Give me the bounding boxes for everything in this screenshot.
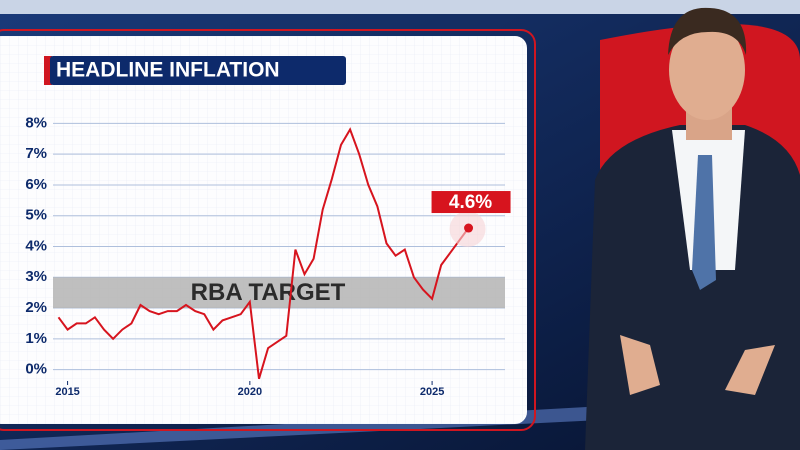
- y-tick-label: 3%: [25, 268, 47, 285]
- presenter: [585, 7, 800, 450]
- graph-paper: [0, 36, 527, 424]
- y-tick-label: 0%: [25, 361, 47, 378]
- y-tick-label: 7%: [25, 145, 47, 162]
- y-tick-label: 5%: [25, 207, 47, 224]
- x-tick-label: 2020: [238, 386, 262, 398]
- y-tick-label: 1%: [25, 330, 47, 347]
- target-band: [53, 277, 505, 309]
- target-label: RBA TARGET: [191, 279, 346, 306]
- title-box: [50, 56, 346, 85]
- plot-area: 0% 1% 2% 3% 4% 5% 6% 7% 8% 2015 2020 2025 RBA TARGET…: [25, 114, 511, 398]
- title-accent: [44, 56, 52, 85]
- inflation-line: [57, 127, 470, 380]
- studio-light-strip: [0, 0, 800, 14]
- chart-title: HEADLINE INFLATION: [56, 59, 280, 82]
- x-tick-label: 2015: [55, 386, 79, 398]
- end-label-box: [431, 191, 511, 214]
- panel-outline: [0, 29, 536, 431]
- y-tick-label: 6%: [25, 176, 47, 193]
- end-point: [464, 223, 474, 233]
- y-tick-label: 2%: [25, 299, 47, 316]
- y-tick-label: 8%: [25, 114, 47, 131]
- x-tick-label: 2025: [420, 386, 444, 398]
- end-label: 4.6%: [449, 192, 492, 213]
- y-tick-label: 4%: [25, 237, 47, 254]
